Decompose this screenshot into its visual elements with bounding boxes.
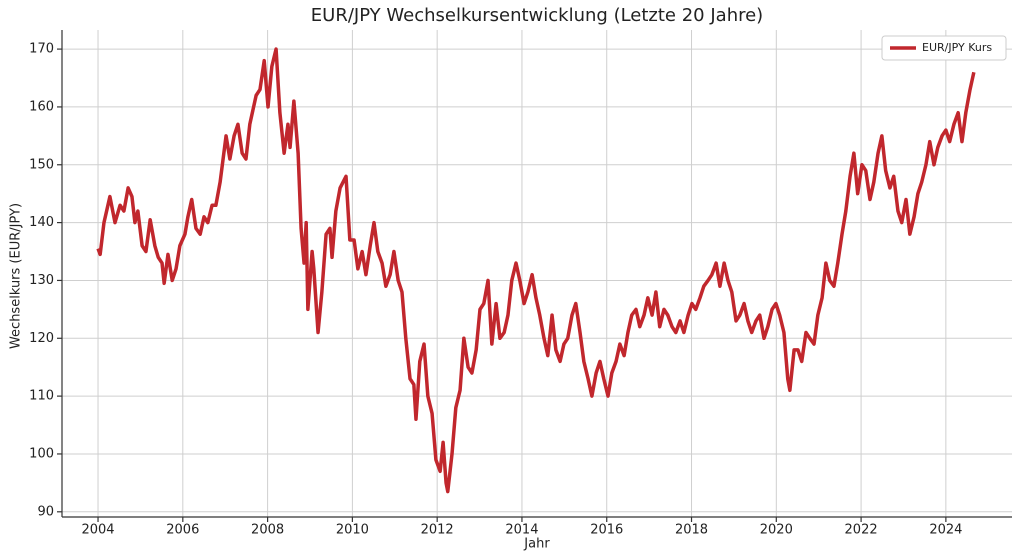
x-tick-label: 2022 bbox=[845, 523, 878, 538]
line-series bbox=[96, 47, 976, 494]
x-tick-label: 2008 bbox=[251, 523, 284, 538]
y-tick-label: 120 bbox=[29, 331, 54, 346]
legend-box bbox=[881, 35, 1007, 61]
legend-label: EUR/JPY Kurs bbox=[922, 41, 992, 54]
x-tick-label: 2004 bbox=[81, 523, 114, 538]
x-tick-label: 2018 bbox=[675, 523, 708, 538]
y-tick-label: 130 bbox=[29, 273, 54, 288]
x-tick-label: 2020 bbox=[760, 523, 793, 538]
y-tick-label: 110 bbox=[29, 389, 54, 404]
chart-title: EUR/JPY Wechselkursentwicklung (Letzte 2… bbox=[311, 5, 763, 26]
x-tick-label: 2012 bbox=[421, 523, 454, 538]
x-tick-label: 2014 bbox=[505, 523, 538, 538]
x-tick-label: 2006 bbox=[166, 523, 199, 538]
y-axis-label: Wechselkurs (EUR/JPY) bbox=[9, 203, 24, 349]
x-tick-label: 2024 bbox=[929, 523, 962, 538]
y-tick-label: 140 bbox=[29, 215, 54, 230]
x-tick-label: 2016 bbox=[590, 523, 623, 538]
x-tick-label: 2010 bbox=[336, 523, 369, 538]
y-tick-label: 160 bbox=[29, 99, 54, 114]
y-tick-label: 90 bbox=[37, 504, 54, 519]
y-tick-label: 100 bbox=[29, 446, 54, 461]
y-tick-label: 170 bbox=[29, 42, 54, 57]
x-axis-label: Jahr bbox=[523, 537, 550, 552]
y-tick-label: 150 bbox=[29, 157, 54, 172]
